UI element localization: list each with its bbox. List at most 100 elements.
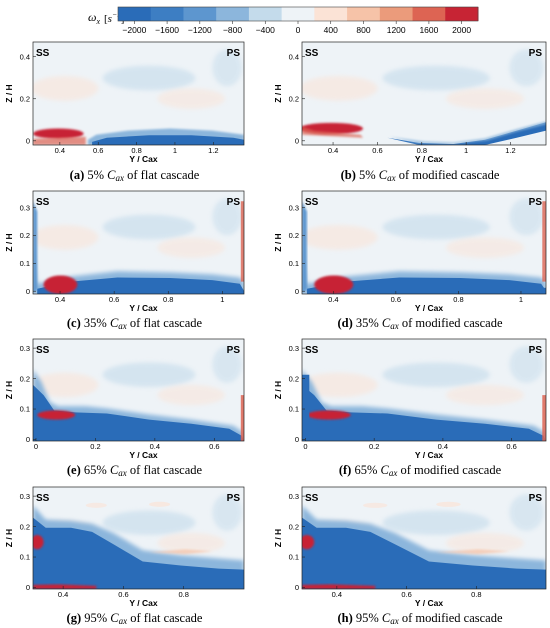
vorticity-patch (33, 75, 99, 101)
colorbar-cell (314, 7, 348, 21)
negative-vorticity-core (37, 277, 244, 294)
plot-frame (32, 41, 245, 146)
colorbar-symbol: ωx (88, 10, 100, 26)
vorticity-patch (149, 501, 171, 507)
y-tick-label: 0.1 (20, 259, 30, 268)
wall-vorticity-layer (302, 374, 310, 441)
panel-caption-label: (e) (67, 463, 81, 477)
vorticity-patch (509, 494, 544, 531)
x-tick-label: 1.2 (505, 146, 515, 155)
vorticity-patch (302, 372, 378, 398)
x-tick-label: 0.8 (178, 590, 188, 599)
negative-vorticity-core (302, 517, 546, 589)
colorbar-ticks: −2000 −1600 −1200 −800 −400 0 400 800 1200 1600 20… (122, 21, 471, 35)
wall-positive-vorticity (240, 201, 244, 282)
colorbar-cell (150, 7, 184, 21)
colorbar-cell (445, 7, 479, 21)
panel-caption-label: (h) (337, 611, 352, 625)
y-tick-label: 0.1 (289, 259, 299, 268)
x-tick-label: 0.8 (163, 295, 173, 304)
negative-vorticity-core (302, 384, 546, 441)
vorticity-contour-field (33, 339, 244, 441)
y-axis-label: Z / H (4, 233, 14, 251)
negative-vorticity-core (92, 135, 244, 145)
x-tick-label: 0.4 (150, 442, 160, 451)
pressure-side-label: PS (529, 345, 543, 356)
panel-caption-label: (g) (67, 611, 82, 625)
x-tick-label: 0.8 (131, 146, 141, 155)
vorticity-patch (212, 494, 242, 531)
vorticity-patch (33, 372, 99, 398)
x-axis-label: Y / Cax (129, 598, 157, 608)
wall-vorticity-layer (302, 201, 307, 294)
pressure-side-label: PS (227, 48, 241, 59)
x-tick-label: 0.6 (391, 295, 401, 304)
wall-positive-vorticity (240, 395, 244, 441)
panel-f: 0 0.2 0.4 0.6 0 0.1 0.2 0.3 Y / Cax Z / H SS PS (f) … (273, 338, 547, 478)
colorbar-cell (118, 7, 152, 21)
vorticity-patch (157, 88, 226, 109)
y-tick-label: 0 (295, 287, 299, 296)
colorbar-cell (347, 7, 381, 21)
y-tick-label: 0.2 (289, 94, 299, 103)
y-axis-label: Z / H (273, 84, 283, 102)
vorticity-patch (212, 346, 242, 383)
x-tick-label: 0 (303, 442, 307, 451)
y-tick-label: 0.4 (20, 52, 30, 61)
vorticity-patch (157, 532, 226, 554)
y-tick-label: 0.2 (289, 231, 299, 240)
panel-b: 0.4 0.6 0.8 1 1.2 0 0.2 0.4 Y / Cax Z / H SS PS (b) … (273, 41, 547, 183)
x-tick-label: 0.8 (417, 146, 427, 155)
y-tick-label: 0.1 (289, 405, 299, 414)
x-tick-label: 1 (173, 146, 177, 155)
vorticity-patch (157, 384, 226, 406)
positive-vorticity-core (43, 275, 78, 294)
vorticity-patch (509, 198, 544, 236)
vorticity-patch (212, 198, 242, 236)
positive-vorticity-layer (33, 584, 97, 589)
panel-caption: (f) 65% Cax of modified cascade (339, 463, 502, 478)
positive-vorticity-core (33, 534, 44, 550)
panel-c: 0.4 0.6 0.8 1 0 0.1 0.2 0.3 Y / Cax Z / H SS PS (c) … (4, 190, 245, 331)
vorticity-patch (382, 362, 490, 387)
colorbar-tick-label: 800 (356, 25, 370, 35)
colorbar-tick-label: 0 (296, 25, 301, 35)
y-tick-label: 0.2 (289, 374, 299, 383)
suction-side-label: SS (305, 48, 319, 59)
y-tick-label: 0 (26, 136, 30, 145)
wall-positive-vorticity (542, 395, 546, 441)
plot-frame (32, 486, 245, 590)
pressure-side-label: PS (227, 493, 241, 504)
x-axis-label: Y / Cax (415, 450, 443, 460)
vorticity-patch (157, 237, 226, 258)
vorticity-patch (33, 224, 99, 250)
suction-side-label: SS (36, 197, 50, 208)
suction-side-label: SS (305, 345, 319, 356)
y-tick-label: 0.2 (20, 94, 30, 103)
y-tick-label: 0.1 (20, 553, 30, 562)
x-tick-label: 0.4 (328, 295, 338, 304)
panel-caption: (b) 5% Cax of modified cascade (341, 168, 500, 183)
panel-caption-label: (a) (70, 168, 85, 182)
negative-vorticity-core (436, 287, 546, 294)
y-axis-label: Z / H (4, 529, 14, 547)
vorticity-contour-field (302, 191, 546, 294)
colorbar-tick-label: −1600 (155, 25, 179, 35)
vorticity-patch (102, 510, 196, 535)
negative-vorticity-core (387, 122, 546, 145)
pressure-side-label: PS (529, 493, 543, 504)
x-axis-label: Y / Cax (129, 154, 157, 164)
y-axis-label: Z / H (273, 381, 283, 399)
negative-vorticity-core (33, 517, 244, 589)
x-axis-label: Y / Cax (415, 303, 443, 313)
vorticity-patch (149, 549, 213, 555)
plot-frame (301, 486, 547, 590)
vorticity-patch (302, 75, 378, 101)
colorbar-tick-label: 2000 (452, 25, 471, 35)
colorbar-tick-label: −800 (223, 25, 242, 35)
colorbar-tick-label: 1600 (419, 25, 438, 35)
plot-frame (301, 190, 547, 295)
x-tick-label: 0.4 (55, 295, 65, 304)
